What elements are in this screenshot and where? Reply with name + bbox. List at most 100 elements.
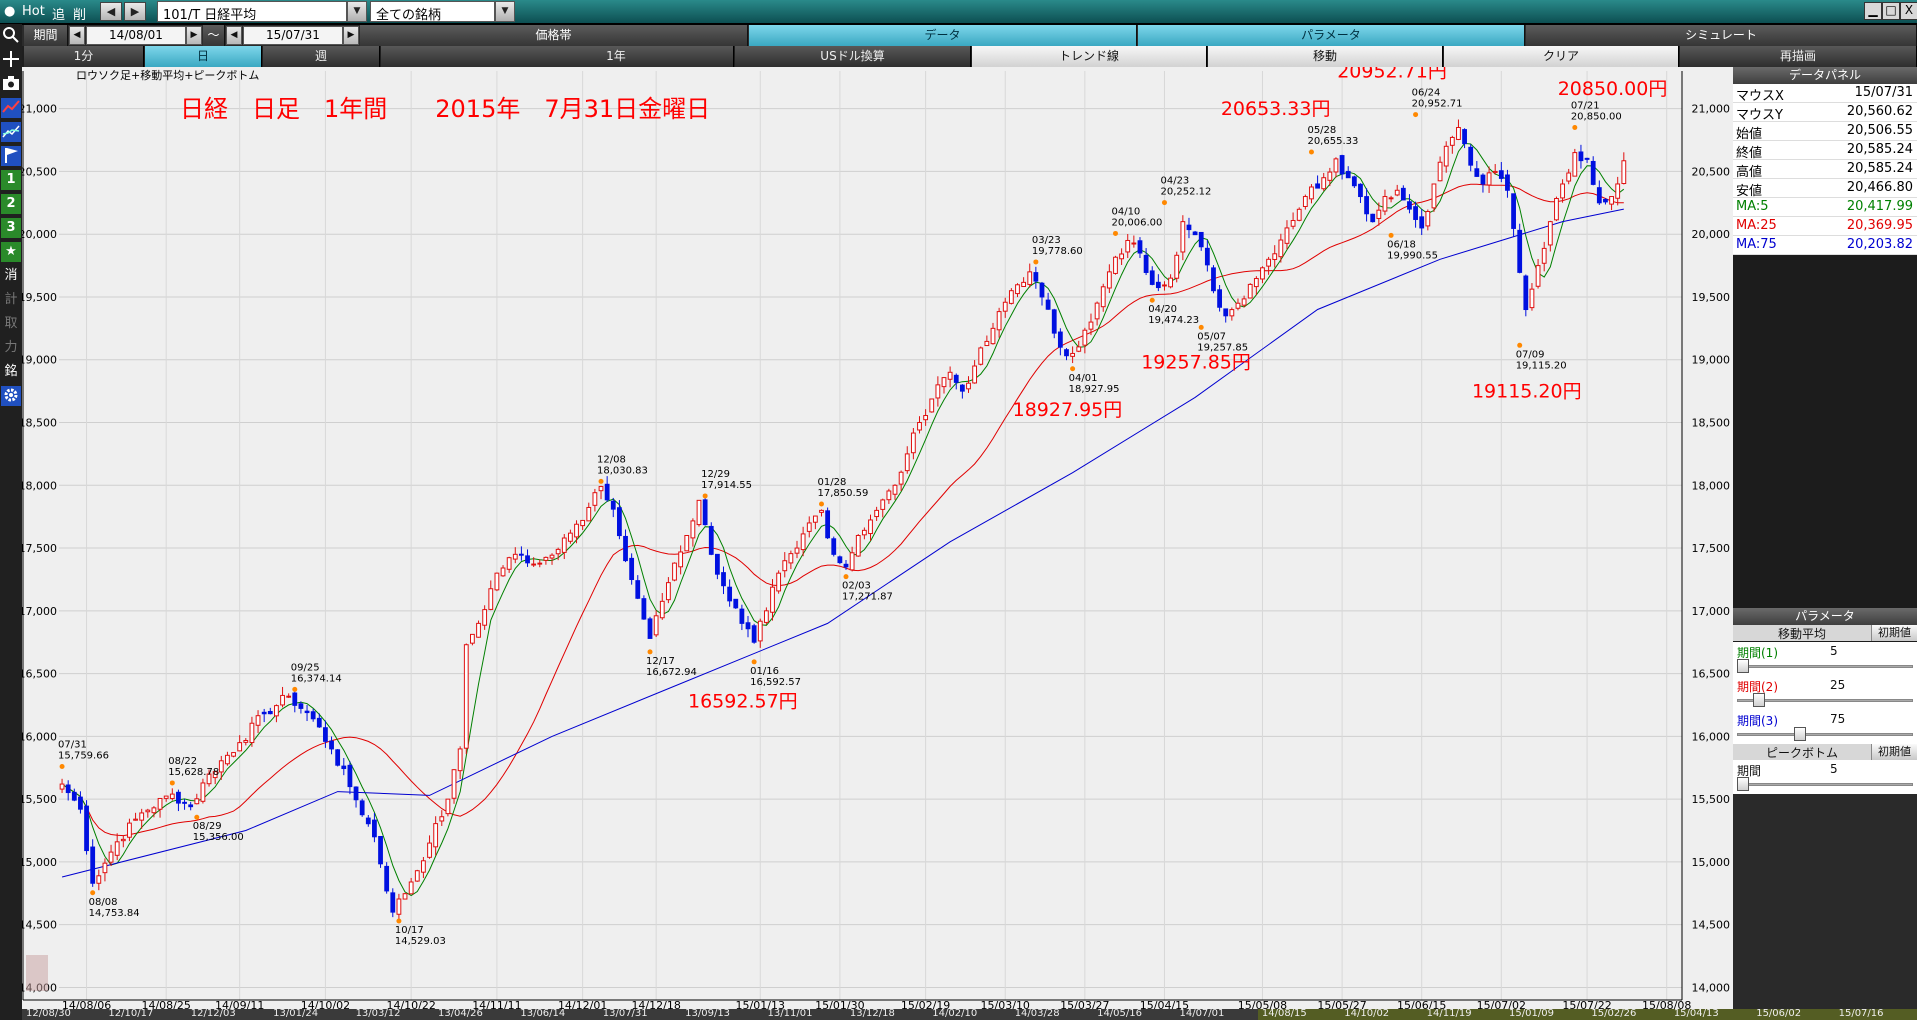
candle — [145, 808, 151, 818]
peak-period-value[interactable]: 5 — [1830, 762, 1838, 776]
tab-weekly[interactable]: 週 — [263, 46, 380, 67]
tab-1min[interactable]: 1分 — [24, 46, 144, 67]
overview-date-label: 15/06/02 — [1756, 1009, 1802, 1019]
candle — [604, 476, 610, 502]
add-button[interactable]: 追 — [52, 8, 66, 23]
candle-up — [1492, 170, 1498, 174]
candle — [1413, 201, 1418, 228]
period2-slider[interactable] — [1753, 693, 1766, 707]
move-button[interactable]: 移動 — [1208, 46, 1443, 67]
tab-daily[interactable]: 日 — [145, 46, 262, 67]
maximize-button[interactable]: □ — [1882, 2, 1900, 20]
candle-up — [414, 870, 420, 882]
calc-button[interactable]: 計 — [4, 292, 18, 307]
candle-up — [1443, 145, 1449, 167]
overview-date-axis[interactable]: 12/08/30 12/10/17 12/12/03 13/01/24 13/03/12… — [22, 1009, 1917, 1020]
minimize-button[interactable]: ▁ — [1864, 2, 1882, 20]
period1-value[interactable]: 5 — [1830, 644, 1838, 658]
search-icon[interactable] — [1, 26, 21, 46]
candle-up — [812, 515, 818, 523]
end-next-button[interactable]: ▶ — [343, 26, 359, 45]
delete-button[interactable]: 削 — [73, 8, 87, 23]
gear-icon[interactable] — [1, 386, 21, 406]
start-prev-button[interactable]: ◀ — [69, 26, 85, 45]
ma-reset-button[interactable]: 初期値 — [1871, 625, 1917, 641]
candle — [672, 562, 677, 582]
candle-up — [910, 432, 916, 454]
camera-icon[interactable] — [1, 74, 21, 94]
close-row: 終値 20,585.24 — [1733, 141, 1917, 161]
candle-down — [1413, 206, 1418, 220]
candle-up — [145, 809, 151, 813]
next-symbol-button[interactable]: ▶ — [124, 2, 146, 21]
hot-button[interactable]: Hot — [22, 4, 45, 19]
period2-value[interactable]: 25 — [1830, 678, 1846, 692]
overview-date-label: 14/07/01 — [1179, 1009, 1225, 1019]
end-prev-button[interactable]: ◀ — [226, 26, 242, 45]
usd-convert-button[interactable]: USドル換算 — [735, 46, 971, 67]
multi-line-icon[interactable] — [1, 122, 21, 142]
ma3-button[interactable]: 3 — [1, 218, 21, 238]
candle-down — [1345, 170, 1351, 179]
symbol-button[interactable]: 銘 — [4, 364, 18, 379]
peak-marker — [1161, 200, 1167, 206]
start-next-button[interactable]: ▶ — [186, 26, 202, 45]
candle — [690, 518, 696, 547]
start-date-field[interactable]: 14/08/01 — [86, 26, 186, 45]
period3-slider[interactable] — [1794, 727, 1807, 741]
candle — [1174, 251, 1180, 283]
candle — [1486, 166, 1492, 193]
period3-label: 期間(3) — [1737, 714, 1778, 728]
line-chart-icon[interactable] — [1, 98, 21, 118]
candle — [567, 529, 573, 544]
x-tick-label: 15/03/10 — [981, 999, 1030, 1009]
chart-area[interactable]: 14,00014,00014,50014,50015,00015,00015,5… — [22, 67, 1733, 1009]
candle-up — [1125, 239, 1131, 253]
tab-parameter[interactable]: パラメータ — [1138, 25, 1525, 46]
close-button[interactable]: X — [1900, 2, 1917, 20]
fetch-button[interactable]: 取 — [4, 316, 18, 331]
tab-data[interactable]: データ — [749, 25, 1137, 46]
bulb-icon[interactable]: ● — [4, 4, 16, 19]
ma2-button[interactable]: 2 — [1, 194, 21, 214]
peak-reset-button[interactable]: 初期値 — [1871, 744, 1917, 760]
candle-up — [1302, 196, 1308, 207]
list-field[interactable]: 全ての銘柄 — [370, 1, 495, 22]
clear-button[interactable]: クリア — [1444, 46, 1679, 67]
star-icon[interactable]: ★ — [1, 242, 21, 262]
redraw-button[interactable]: 再描画 — [1680, 46, 1917, 67]
symbol-dropdown[interactable]: ▼ — [347, 1, 367, 22]
period1-slider[interactable] — [1737, 659, 1749, 673]
candle-down — [372, 819, 377, 838]
peak-period-track[interactable] — [1737, 783, 1913, 786]
open-value: 20,506.55 — [1846, 123, 1913, 138]
simulate-button[interactable]: シミュレート — [1526, 25, 1917, 46]
trendline-button[interactable]: トレンド線 — [972, 46, 1207, 67]
candle — [947, 366, 953, 388]
period1-track[interactable] — [1737, 665, 1913, 668]
price-band-button[interactable]: 価格帯 — [360, 25, 748, 46]
peak-value-label: 20,655.33 — [1307, 136, 1358, 147]
flag-icon[interactable] — [1, 146, 21, 166]
erase-button[interactable]: 消 — [4, 268, 18, 283]
candle — [1272, 245, 1278, 268]
peak-period-slider[interactable] — [1737, 777, 1749, 791]
list-dropdown[interactable]: ▼ — [495, 1, 515, 22]
candle-up — [421, 860, 426, 873]
y-tick-label-right: 14,500 — [1692, 919, 1731, 932]
candle-down — [347, 764, 353, 788]
mini-chart-icon[interactable] — [26, 955, 48, 991]
crosshair-icon[interactable] — [1, 50, 21, 70]
period3-track[interactable] — [1737, 733, 1913, 736]
tab-1year[interactable]: 1年 — [499, 46, 734, 67]
period2-track[interactable] — [1737, 699, 1913, 702]
power-button[interactable]: 力 — [4, 340, 18, 355]
ma75-value: 20,203.82 — [1846, 237, 1913, 252]
period3-value[interactable]: 75 — [1830, 712, 1846, 726]
prev-symbol-button[interactable]: ◀ — [100, 2, 122, 21]
end-date-field[interactable]: 15/07/31 — [243, 26, 343, 45]
candle-up — [543, 556, 549, 561]
symbol-field[interactable]: 101/T 日経平均 — [157, 1, 347, 22]
overview-selection[interactable] — [1257, 1009, 1917, 1020]
ma1-button[interactable]: 1 — [1, 170, 21, 190]
